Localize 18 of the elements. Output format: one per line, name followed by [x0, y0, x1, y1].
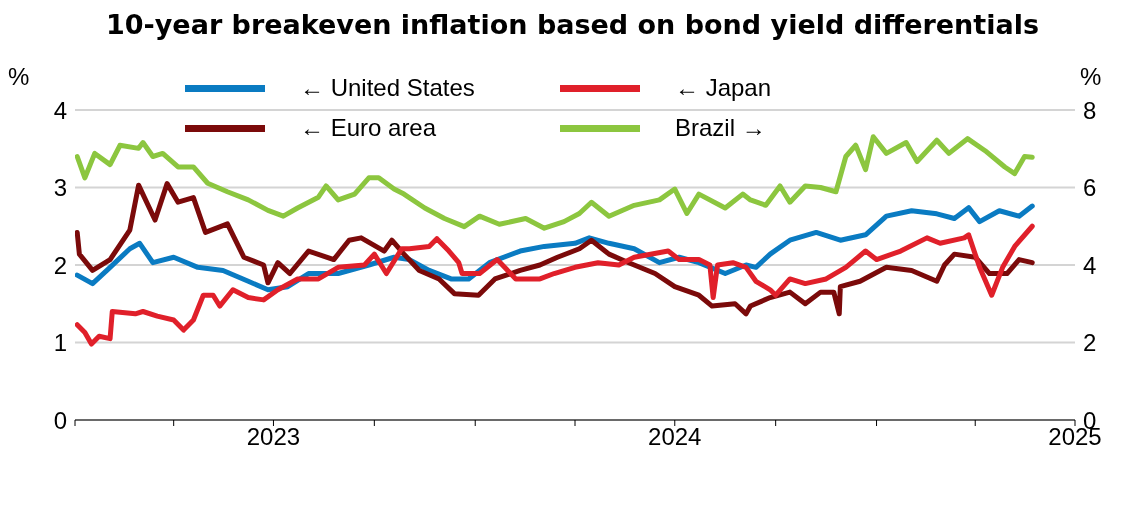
legend-label: ← United States — [300, 74, 475, 102]
y-tick-label: 2 — [53, 251, 67, 279]
y-axis-title: % — [8, 63, 30, 91]
y-tick-label: 4 — [53, 96, 67, 124]
y-tick-label: 0 — [53, 406, 67, 434]
y2-tick-label: 4 — [1083, 251, 1097, 279]
legend-label: ← Euro area — [300, 114, 437, 142]
y-tick-label: 1 — [53, 329, 67, 357]
y2-tick-label: 6 — [1083, 174, 1097, 202]
x-tick-label: 2023 — [246, 423, 301, 451]
legend-label: Brazil → — [675, 114, 766, 142]
chart-title: 10-year breakeven inflation based on bond yield differentials — [104, 8, 1040, 42]
y-tick-label: 3 — [53, 174, 67, 202]
legend-label: ← Japan — [675, 74, 772, 102]
x-tick-label: 2024 — [648, 423, 702, 451]
y2-tick-label: 8 — [1083, 96, 1097, 124]
y2-tick-label: 2 — [1083, 329, 1097, 357]
y2-axis-title: % — [1080, 63, 1102, 91]
